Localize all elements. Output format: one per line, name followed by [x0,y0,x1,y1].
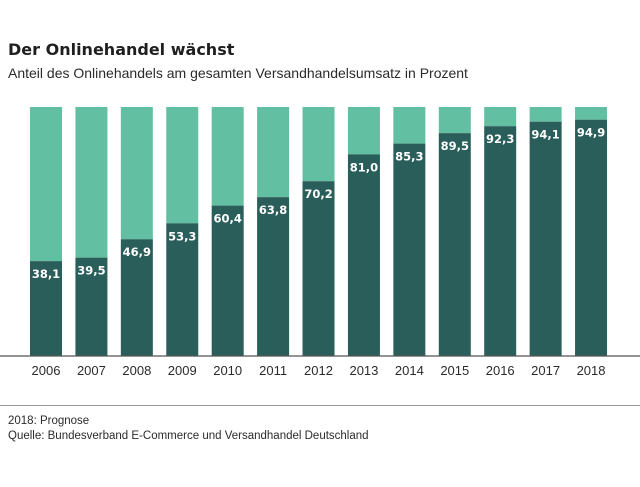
bar-online-2018 [575,119,608,356]
bar-online-2016 [484,126,517,356]
value-label-2010: 60,4 [213,212,241,226]
value-label-2015: 89,5 [441,139,469,153]
bar-rest-2018 [575,107,608,120]
x-tick-label-2014: 2014 [395,363,424,378]
bar-online-2008 [120,239,153,356]
value-label-2014: 85,3 [395,150,423,164]
value-label-2013: 81,0 [350,160,378,174]
x-tick-label-2012: 2012 [304,363,333,378]
footer-source: Quelle: Bundesverband E-Commerce und Ver… [8,430,369,442]
bar-online-2006 [30,261,62,356]
chart-title: Der Onlinehandel wächst [8,40,235,59]
value-label-2017: 94,1 [531,128,559,142]
x-tick-label-2009: 2009 [168,363,197,378]
value-label-2007: 39,5 [77,264,105,278]
bar-rest-2014 [393,107,426,144]
footer-note: 2018: Prognose [8,415,90,427]
value-label-2012: 70,2 [304,187,332,201]
bar-rest-2012 [302,107,335,182]
x-tick-label-2018: 2018 [577,363,606,378]
bar-online-2013 [347,154,380,356]
bar-online-2014 [393,143,426,356]
chart-subtitle: Anteil des Onlinehandels am gesamten Ver… [8,65,468,81]
bar-online-2017 [529,121,562,356]
bar-rest-2006 [30,107,62,262]
footer-divider [0,405,640,406]
bar-rest-2008 [120,107,153,240]
x-tick-label-2015: 2015 [440,363,469,378]
stacked-bar-chart: 38,1 2006 39,5 2007 46,9 2008 53,3 2009 60,4 2010… [0,107,640,378]
x-tick-label-2013: 2013 [349,363,378,378]
bar-online-2007 [75,257,108,356]
bar-rest-2010 [211,107,244,206]
value-label-2018: 94,9 [577,126,605,140]
value-label-2011: 63,8 [259,203,287,217]
bar-rest-2017 [529,107,562,122]
bar-online-2009 [166,223,199,356]
bar-online-2012 [302,181,335,356]
x-tick-label-2007: 2007 [77,363,106,378]
x-tick-label-2008: 2008 [122,363,151,378]
bar-online-2010 [211,205,244,356]
bar-rest-2016 [484,107,517,127]
bar-rest-2015 [438,107,471,134]
bar-rest-2011 [257,107,290,198]
bar-online-2011 [257,197,290,356]
bar-rest-2009 [166,107,199,224]
value-label-2008: 46,9 [123,245,151,259]
x-tick-label-2011: 2011 [259,363,287,378]
x-tick-label-2010: 2010 [213,363,242,378]
value-label-2006: 38,1 [32,267,60,281]
value-label-2009: 53,3 [168,229,196,243]
value-label-2016: 92,3 [486,132,514,146]
x-tick-label-2017: 2017 [531,363,560,378]
bar-online-2015 [438,133,471,356]
bar-rest-2007 [75,107,108,258]
x-tick-label-2006: 2006 [32,363,61,378]
x-tick-label-2016: 2016 [486,363,515,378]
bar-rest-2013 [347,107,380,155]
